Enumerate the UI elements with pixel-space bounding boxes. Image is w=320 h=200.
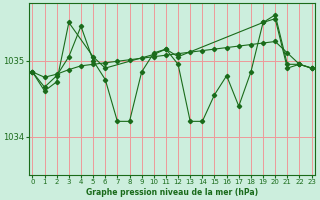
X-axis label: Graphe pression niveau de la mer (hPa): Graphe pression niveau de la mer (hPa) xyxy=(86,188,258,197)
